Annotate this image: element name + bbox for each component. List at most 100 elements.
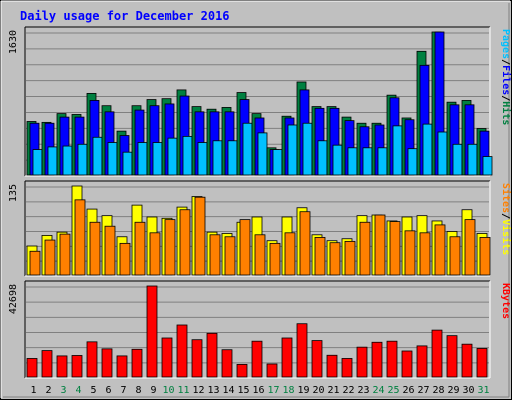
bar-sites-day-1 [29,250,41,276]
bar-pages-day-16 [257,132,268,176]
bar-kbytes-day-29 [446,335,458,378]
bar-kbytes-day-25 [386,340,398,378]
bar-sites-day-31 [479,237,491,276]
bar-pages-day-31 [482,156,493,176]
bar-kbytes-day-5 [86,341,98,378]
bar-sites-day-15 [239,219,251,276]
bar-sites-day-27 [419,232,431,276]
bar-sites-day-17 [269,242,281,276]
x-tick-label-day-12: 12 [192,385,204,396]
bar-kbytes-day-4 [71,355,83,378]
bar-pages-day-8 [137,142,148,176]
bar-kbytes-day-10 [161,337,173,378]
bar-pages-day-4 [77,143,88,176]
bar-pages-day-2 [47,146,58,176]
bar-pages-day-29 [452,143,463,176]
bar-pages-day-18 [287,124,298,176]
panel-legend: KBytes [500,283,511,319]
bar-pages-day-15 [242,122,253,176]
chart-title: Daily usage for December 2016 [20,9,230,23]
x-tick-label-day-31: 31 [477,385,489,396]
legend-separator: / [500,95,511,101]
bar-kbytes-day-11 [176,324,188,378]
bar-pages-day-25 [392,125,403,176]
bar-pages-day-30 [467,143,478,176]
bar-pages-day-7 [122,151,133,176]
x-tick-label-day-2: 2 [45,385,51,396]
bar-sites-day-12 [194,196,206,276]
chart-panels: 1630 Pages/Files/Hits 135 Sites/Visits 42698… [8,26,512,379]
bar-kbytes-day-2 [41,350,53,378]
bar-sites-day-18 [284,232,296,276]
bar-kbytes-day-27 [416,345,428,378]
x-tick-label-day-16: 16 [252,385,264,396]
x-tick-label-day-13: 13 [207,385,219,396]
panel-legend: Sites/Visits [500,183,512,255]
x-tick-label-day-22: 22 [342,385,354,396]
bar-sites-day-20 [314,237,326,276]
bar-pages-day-12 [197,142,208,176]
legend-entry-visits: Visits [500,219,512,255]
bar-pages-day-21 [332,144,343,176]
x-tick-label-day-15: 15 [237,385,249,396]
bar-sites-day-10 [164,219,176,276]
scale-max-label: 1630 [8,30,19,54]
bar-kbytes-day-20 [311,340,323,378]
bar-pages-day-1 [32,149,43,176]
bar-sites-day-19 [299,211,311,276]
bar-pages-day-5 [92,136,103,176]
panel-legend: Pages/Files/Hits [500,29,512,125]
bar-sites-day-8 [134,221,146,276]
x-tick-label-day-10: 10 [162,385,174,396]
bar-kbytes-day-6 [101,348,113,378]
bar-pages-day-23 [362,147,373,176]
bar-kbytes-day-24 [371,341,383,378]
x-tick-label-day-18: 18 [282,385,294,396]
bar-sites-day-14 [224,236,236,276]
legend-entry-kbytes: KBytes [500,283,511,319]
bar-pages-day-28 [437,131,448,176]
legend-entry-sites: Sites [500,183,512,213]
bar-pages-day-24 [377,147,388,176]
x-tick-label-day-21: 21 [327,385,339,396]
bar-sites-day-5 [89,221,101,276]
bar-sites-day-30 [464,219,476,276]
bar-kbytes-day-17 [266,363,278,378]
x-tick-label-day-1: 1 [30,385,36,396]
x-tick-label-day-24: 24 [372,385,384,396]
bar-kbytes-day-8 [131,348,143,378]
bar-sites-day-11 [179,209,191,276]
bar-sites-day-3 [59,233,71,276]
bar-pages-day-10 [167,137,178,176]
legend-separator: / [500,59,511,65]
x-tick-label-day-14: 14 [222,385,234,396]
bar-pages-day-14 [227,140,238,176]
bar-kbytes-day-16 [251,340,263,378]
legend-entry-pages: Pages [500,29,511,59]
bar-pages-day-11 [182,135,193,176]
x-tick-label-day-7: 7 [120,385,126,396]
bar-kbytes-day-19 [296,323,308,378]
bar-kbytes-day-22 [341,358,353,378]
bar-kbytes-day-1 [26,358,38,378]
bar-kbytes-day-21 [326,354,338,378]
bar-pages-day-3 [62,145,73,176]
bar-kbytes-day-28 [431,329,443,378]
bar-pages-day-19 [302,122,313,176]
panel-visits-sites: 135 Sites/Visits [8,180,512,277]
bar-sites-day-21 [329,242,341,276]
bar-pages-day-6 [107,142,118,176]
bar-sites-day-7 [119,242,131,276]
bar-sites-day-25 [389,221,401,276]
bar-pages-day-13 [212,140,223,176]
bar-pages-day-22 [347,147,358,176]
bar-kbytes-day-14 [221,349,233,378]
bar-sites-day-6 [104,225,116,276]
bar-kbytes-day-23 [356,346,368,378]
bar-kbytes-day-15 [236,364,248,378]
x-tick-label-day-5: 5 [90,385,96,396]
bar-kbytes-day-18 [281,337,293,378]
scale-max-label: 42698 [8,284,19,314]
bar-sites-day-23 [359,221,371,276]
